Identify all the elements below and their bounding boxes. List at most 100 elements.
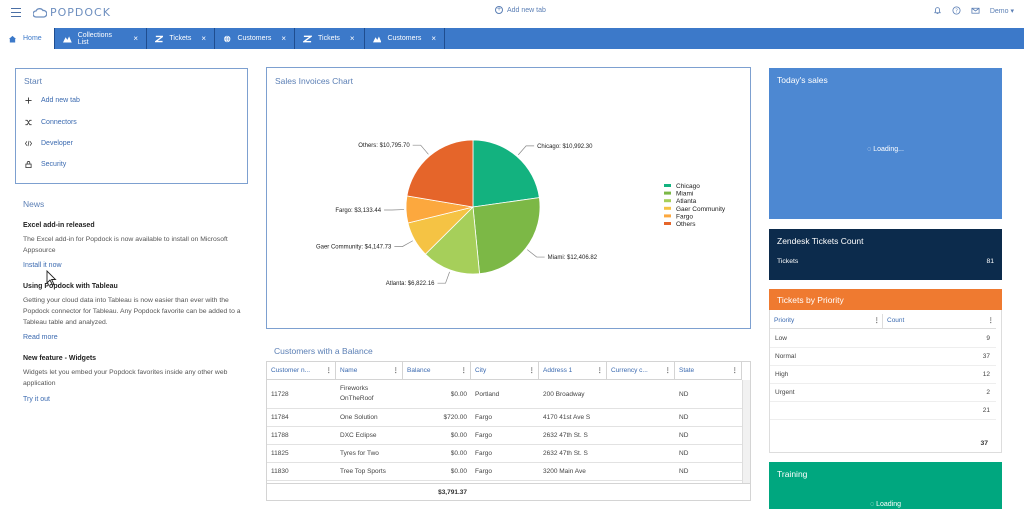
close-icon[interactable]: × [431, 34, 436, 43]
tab-home[interactable]: Home [0, 28, 55, 49]
tab-tickets[interactable]: Tickets × [147, 28, 215, 49]
zendesk-value: 81 [986, 258, 994, 265]
column-menu-icon[interactable]: ⋮ [460, 367, 468, 374]
column-menu-icon[interactable]: ⋮ [596, 367, 604, 374]
table-cell: 11830 [271, 468, 289, 475]
table-cell: Fargo [475, 414, 492, 421]
pie-slice-atlanta[interactable] [424, 206, 480, 275]
tickets-by-priority-tile: Tickets by Priority Priority ⋮ Count ⋮ Low… [769, 289, 1002, 453]
balance-total: $3,791.37 [438, 489, 467, 496]
table-cell: Portland [475, 390, 500, 398]
zendesk-label: Tickets [777, 258, 799, 265]
table-cell: ND [679, 450, 689, 457]
pie-slice-others[interactable] [406, 139, 474, 208]
news-link[interactable]: Try it out [23, 396, 50, 403]
column-menu-icon[interactable]: ⋮ [873, 317, 881, 324]
start-connectors[interactable]: Connectors [25, 119, 77, 126]
table-cell: High [775, 371, 789, 378]
tab-customers[interactable]: Customers × [215, 28, 295, 49]
pie-slice-chicago[interactable] [472, 139, 540, 208]
table-cell: ND [679, 468, 689, 475]
tab-tickets-2[interactable]: Tickets × [295, 28, 365, 49]
column-header[interactable]: State ⋮ [675, 362, 742, 380]
legend-label[interactable]: Atlanta [676, 198, 697, 205]
column-menu-icon[interactable]: ⋮ [987, 317, 995, 324]
table-row[interactable]: Low 9 [770, 330, 996, 348]
column-menu-icon[interactable]: ⋮ [731, 367, 739, 374]
table-row[interactable]: 11784 One Solution $720.00 Fargo 4170 41st A… [267, 409, 742, 427]
hamburger-menu-icon[interactable] [11, 8, 21, 17]
bell-icon[interactable] [933, 6, 942, 15]
news-heading: Excel add-in released [23, 222, 95, 229]
news-body: Widgets let you embed your Popdock favor… [23, 369, 228, 387]
table-cell: Fargo [475, 468, 492, 475]
table-cell: 11728 [271, 390, 289, 398]
close-icon[interactable]: × [133, 34, 138, 43]
start-add-new-tab[interactable]: Add new tab [25, 97, 80, 104]
loading-text: Loading [876, 501, 902, 508]
grid-scrollbar[interactable] [742, 380, 750, 483]
tab-bar: Home Collections List × Tickets × Custom… [0, 28, 1024, 49]
table-cell: 11784 [271, 414, 289, 421]
user-menu[interactable]: Demo ▾ [990, 7, 1014, 15]
column-header[interactable]: Balance ⋮ [403, 362, 471, 380]
close-icon[interactable]: × [349, 34, 355, 43]
close-icon[interactable]: × [281, 34, 286, 43]
table-cell: $0.00 [450, 450, 467, 457]
table-cell: 37 [982, 353, 990, 360]
tab-collections-list[interactable]: Collections List × [55, 28, 147, 49]
mail-icon[interactable] [971, 6, 980, 15]
column-header[interactable]: Count ⋮ [883, 314, 996, 329]
table-row[interactable]: 21 [770, 402, 996, 420]
table-cell: 2632 47th St. S [543, 450, 588, 457]
column-header[interactable]: Priority ⋮ [770, 314, 883, 329]
legend-label[interactable]: Gaer Community [676, 206, 726, 213]
column-header[interactable]: Address 1 ⋮ [539, 362, 607, 380]
table-cell: ND [679, 432, 689, 439]
top-bar: POPDOCK + Add new tab ? Demo ▾ [0, 0, 1024, 28]
news-link[interactable]: Install it now [23, 262, 62, 269]
add-new-tab-button[interactable]: + Add new tab [495, 6, 546, 14]
start-security[interactable]: Security [25, 161, 66, 168]
training-tile: Training ◌ Loading [769, 462, 1002, 509]
close-icon[interactable]: × [201, 34, 206, 43]
help-icon[interactable]: ? [952, 6, 961, 15]
legend-label[interactable]: Others [676, 221, 696, 228]
table-cell: 9 [986, 335, 990, 342]
start-developer[interactable]: Developer [25, 140, 73, 147]
column-label: Customer n... [271, 367, 311, 374]
table-cell: Normal [775, 353, 796, 360]
news-link[interactable]: Read more [23, 334, 58, 341]
legend-label[interactable]: Fargo [676, 213, 693, 220]
table-cell: Urgent [775, 389, 795, 396]
legend-label[interactable]: Chicago [676, 183, 700, 190]
column-menu-icon[interactable]: ⋮ [528, 367, 536, 374]
table-row[interactable]: Urgent 2 [770, 384, 996, 402]
training-title: Training [777, 469, 808, 479]
tab-customers-2[interactable]: Customers × [365, 28, 445, 49]
table-row[interactable]: 11728 Fireworks OnTheRoof $0.00 Portland 200… [267, 380, 742, 409]
column-header[interactable]: City ⋮ [471, 362, 539, 380]
column-header[interactable]: Currency c... ⋮ [607, 362, 675, 380]
column-menu-icon[interactable]: ⋮ [325, 367, 333, 374]
table-row[interactable]: 11788 DXC Eclipse $0.00 Fargo 2632 47th St. … [267, 427, 742, 445]
loading-text: Loading... [873, 146, 904, 153]
table-cell: 2632 47th St. S [543, 432, 588, 439]
column-header[interactable]: Name ⋮ [336, 362, 403, 380]
pie-label-leader [517, 145, 535, 156]
column-menu-icon[interactable]: ⋮ [392, 367, 400, 374]
legend-swatch [664, 222, 671, 225]
pie-data-label: Others: $10,795.70 [358, 143, 410, 149]
column-menu-icon[interactable]: ⋮ [664, 367, 672, 374]
table-row[interactable]: 11825 Tyres for Two $0.00 Fargo 2632 47th St… [267, 445, 742, 463]
logo[interactable]: POPDOCK [33, 6, 111, 19]
logo-text: POPDOCK [50, 6, 111, 19]
column-header[interactable]: Customer n... ⋮ [267, 362, 336, 380]
tab-label: Customers [387, 35, 422, 42]
table-row[interactable]: 11830 Tree Top Sports $0.00 Fargo 3200 Main … [267, 463, 742, 481]
table-row[interactable]: Normal 37 [770, 348, 996, 366]
legend-label[interactable]: Miami [676, 191, 693, 198]
plus-circle-icon: + [495, 6, 503, 14]
pie-slice-miami[interactable] [472, 197, 541, 275]
table-row[interactable]: High 12 [770, 366, 996, 384]
